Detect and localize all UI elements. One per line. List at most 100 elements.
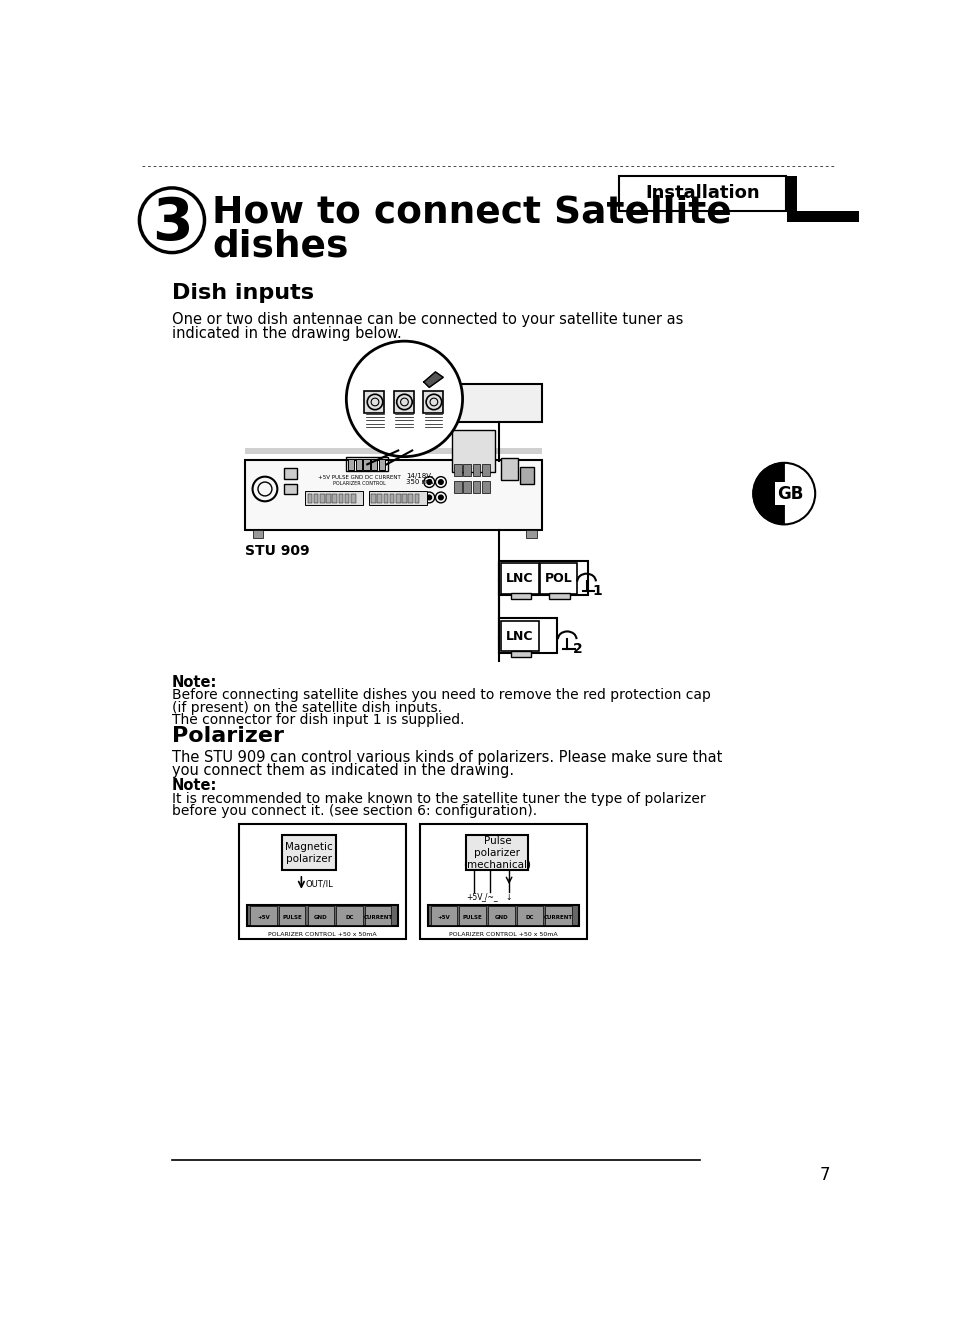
Bar xyxy=(371,459,377,470)
Text: _/~_: _/~_ xyxy=(481,893,497,901)
Text: indicated in the drawing below.: indicated in the drawing below. xyxy=(172,326,401,340)
Bar xyxy=(510,650,530,657)
Text: It is recommended to make known to the satellite tuner the type of polarizer: It is recommended to make known to the s… xyxy=(172,792,705,805)
Text: Note:: Note: xyxy=(172,674,217,690)
Text: Note:: Note: xyxy=(172,778,217,793)
Bar xyxy=(390,494,394,503)
Circle shape xyxy=(427,495,431,499)
Bar xyxy=(402,494,406,503)
Text: One or two dish antennae can be connected to your satellite tuner as: One or two dish antennae can be connecte… xyxy=(172,312,682,327)
Bar xyxy=(452,383,541,422)
Bar xyxy=(454,463,461,475)
Bar xyxy=(305,491,363,505)
Text: DC: DC xyxy=(525,914,534,920)
Bar xyxy=(525,530,537,538)
Circle shape xyxy=(427,479,431,485)
Bar xyxy=(245,461,541,530)
Text: 3: 3 xyxy=(152,195,193,252)
Text: POLARIZER CONTROL: POLARIZER CONTROL xyxy=(333,481,386,486)
Text: STU 909: STU 909 xyxy=(245,545,309,558)
Bar xyxy=(348,459,354,470)
Text: ↓: ↓ xyxy=(505,893,512,901)
Bar xyxy=(785,211,953,222)
Bar xyxy=(278,906,305,925)
Bar xyxy=(371,494,375,503)
Bar xyxy=(415,494,418,503)
Text: PULSE: PULSE xyxy=(462,914,482,920)
Bar xyxy=(545,906,571,925)
Text: Pulse
polarizer
(mechanical): Pulse polarizer (mechanical) xyxy=(463,836,531,869)
Text: LNC: LNC xyxy=(506,571,533,585)
Bar xyxy=(319,494,324,503)
Text: How to connect Satellite: How to connect Satellite xyxy=(212,195,731,231)
Bar xyxy=(539,563,577,594)
Text: POL: POL xyxy=(544,571,572,585)
Bar xyxy=(344,494,349,503)
Bar xyxy=(785,176,797,211)
Bar xyxy=(472,481,480,493)
Bar xyxy=(383,494,388,503)
Text: +5V: +5V xyxy=(465,893,482,901)
Bar xyxy=(519,467,534,483)
Text: dishes: dishes xyxy=(212,228,348,264)
Bar xyxy=(500,621,537,651)
Bar xyxy=(307,906,334,925)
Text: +5V PULSE GND DC CURRENT: +5V PULSE GND DC CURRENT xyxy=(317,475,400,481)
Bar xyxy=(488,906,514,925)
Text: (if present) on the satellite dish inputs.: (if present) on the satellite dish input… xyxy=(172,701,441,714)
Bar xyxy=(498,561,587,595)
Circle shape xyxy=(438,479,443,485)
Bar xyxy=(369,491,427,505)
Bar xyxy=(408,494,413,503)
Text: DC: DC xyxy=(345,914,354,920)
Text: before you connect it. (see section 6: configuration).: before you connect it. (see section 6: c… xyxy=(172,804,537,818)
Bar xyxy=(510,593,530,599)
Text: The connector for dish input 1 is supplied.: The connector for dish input 1 is suppli… xyxy=(172,713,464,728)
Bar xyxy=(378,459,385,470)
Text: The STU 909 can control various kinds of polarizers. Please make sure that: The STU 909 can control various kinds of… xyxy=(172,750,721,765)
Bar xyxy=(466,836,528,870)
Text: +5V: +5V xyxy=(256,914,270,920)
Text: +5V: +5V xyxy=(437,914,450,920)
Bar xyxy=(355,459,361,470)
Text: LNC: LNC xyxy=(506,630,533,642)
Bar xyxy=(498,618,557,653)
Text: Before connecting satellite dishes you need to remove the red protection cap: Before connecting satellite dishes you n… xyxy=(172,689,710,702)
Bar xyxy=(338,494,343,503)
Text: OUT/IL: OUT/IL xyxy=(305,880,333,889)
Bar xyxy=(284,469,296,479)
Text: 2: 2 xyxy=(572,642,581,655)
Bar xyxy=(459,906,485,925)
Text: 14/18V-: 14/18V- xyxy=(406,473,433,479)
Bar xyxy=(549,593,569,599)
Bar xyxy=(284,483,296,494)
Text: CURRENT: CURRENT xyxy=(543,914,573,920)
Bar xyxy=(365,906,391,925)
Bar xyxy=(419,824,586,940)
Text: GND: GND xyxy=(314,914,327,920)
Text: Dish inputs: Dish inputs xyxy=(172,283,314,303)
Bar xyxy=(452,430,495,473)
Polygon shape xyxy=(423,372,443,387)
Circle shape xyxy=(438,495,443,499)
Text: POLARIZER CONTROL +50 x 50mA: POLARIZER CONTROL +50 x 50mA xyxy=(268,932,376,937)
Bar xyxy=(363,459,369,470)
Bar xyxy=(481,463,489,475)
Bar xyxy=(351,494,355,503)
Bar xyxy=(326,494,331,503)
Bar xyxy=(332,494,336,503)
Bar xyxy=(422,391,443,413)
Text: 1: 1 xyxy=(592,585,601,598)
Text: GND: GND xyxy=(494,914,508,920)
Bar xyxy=(314,494,318,503)
Bar xyxy=(282,836,335,870)
Text: Polarizer: Polarizer xyxy=(172,726,284,746)
Bar xyxy=(454,481,461,493)
Text: CURRENT: CURRENT xyxy=(363,914,393,920)
Text: POLARIZER CONTROL +50 x 50mA: POLARIZER CONTROL +50 x 50mA xyxy=(449,932,557,937)
Bar xyxy=(427,905,578,926)
Bar xyxy=(500,563,537,594)
Text: 7: 7 xyxy=(819,1165,829,1184)
Bar xyxy=(618,176,785,211)
Bar xyxy=(395,494,400,503)
